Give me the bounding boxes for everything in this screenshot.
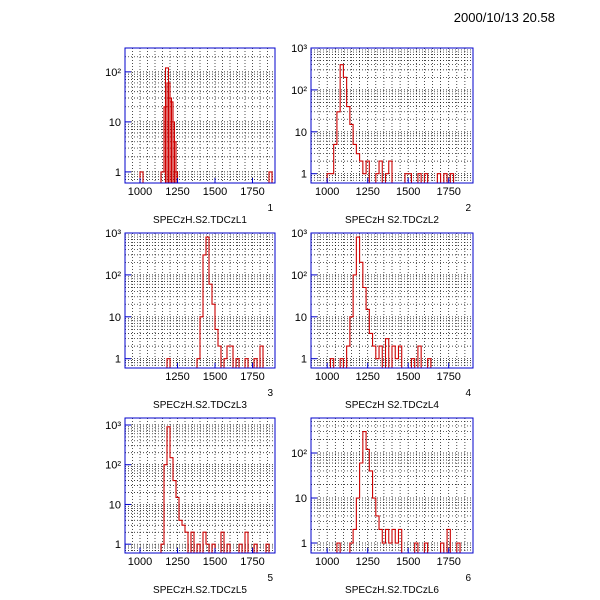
histogram-title: SPECzH.S2.TDCzL1 [153, 215, 247, 226]
histogram-pad-2: 1000 1250 1500 1750 1 10 10² 10³ 2 SPECzH S2.TDCz… [291, 43, 474, 226]
y-tick-label: 10³ [105, 420, 121, 432]
plot-frame [310, 47, 474, 184]
histogram-title: SPECzH S2.TDCzL2 [345, 215, 439, 226]
pad-number: 2 [465, 203, 471, 214]
y-tick-label: 1 [301, 538, 307, 550]
y-tick-label: 10² [291, 85, 307, 97]
pad-number: 6 [465, 573, 471, 584]
histogram-title: SPECzH.S2.TDCzL3 [153, 400, 247, 411]
y-tick-label: 10³ [105, 228, 121, 240]
x-tick-label: 1750 [240, 186, 264, 198]
y-tick-label: 1 [115, 354, 121, 366]
y-tick-label: 10 [109, 499, 121, 511]
x-tick-label: 1250 [165, 186, 189, 198]
x-tick-label: 1000 [315, 186, 339, 198]
y-tick-label: 10 [295, 493, 307, 505]
histogram-series [139, 67, 273, 183]
y-tick-label: 10² [291, 270, 307, 282]
plot-frame [124, 47, 276, 184]
x-tick-label: 1500 [203, 186, 227, 198]
y-tick-label: 10 [295, 312, 307, 324]
y-tick-label: 10² [105, 460, 121, 472]
x-tick-label: 1500 [203, 556, 227, 568]
histogram-pad-6: 1000 1250 1500 1750 1 10 10² 6 SPECzH.S2.TDCzL6 [291, 417, 474, 596]
x-tick-label: 1000 [315, 371, 339, 383]
timestamp: 2000/10/13 20.58 [454, 10, 555, 25]
plot-frame [310, 417, 474, 554]
y-tick-label: 1 [115, 539, 121, 551]
y-tick-label: 10² [291, 448, 307, 460]
histogram-series [166, 236, 264, 368]
x-tick-label: 1250 [165, 556, 189, 568]
histogram-title: SPECzH S2.TDCzL4 [345, 400, 439, 411]
y-tick-label: 1 [115, 167, 121, 179]
pad-number: 5 [267, 573, 273, 584]
y-tick-label: 10³ [291, 43, 307, 55]
plot-frame [124, 232, 276, 369]
x-tick-label: 1500 [396, 371, 420, 383]
x-tick-label: 1750 [436, 371, 460, 383]
histogram-series [329, 236, 432, 368]
pad-number: 4 [465, 388, 471, 399]
y-tick-label: 10 [109, 312, 121, 324]
x-tick-label: 1250 [165, 371, 189, 383]
y-tick-label: 10² [105, 67, 121, 79]
x-tick-label: 1750 [240, 556, 264, 568]
histogram-series [326, 64, 455, 183]
x-tick-label: 1000 [315, 556, 339, 568]
x-tick-label: 1750 [240, 371, 264, 383]
y-tick-label: 1 [301, 354, 307, 366]
histogram-series [336, 431, 461, 553]
y-tick-label: 10 [109, 117, 121, 129]
pad-number: 1 [267, 203, 273, 214]
x-tick-label: 1000 [128, 556, 152, 568]
histogram-title: SPECzH.S2.TDCzL6 [345, 585, 439, 596]
histogram-pad-3: 1250 1500 1750 1 10 10² 10³ 3 SPECzH.S2.TDCzL3 [105, 228, 276, 411]
x-tick-label: 1750 [436, 556, 460, 568]
histogram-series [160, 426, 270, 553]
x-tick-label: 1500 [203, 371, 227, 383]
x-tick-label: 1250 [355, 556, 379, 568]
x-tick-label: 1750 [436, 186, 460, 198]
histogram-pad-5: 1000 1250 1500 1750 1 10 10² 10³ 5 SPECzH.S2.TDCz… [105, 417, 276, 596]
x-tick-label: 1250 [355, 371, 379, 383]
x-tick-label: 1500 [396, 556, 420, 568]
y-tick-label: 1 [301, 169, 307, 181]
pad-number: 3 [267, 388, 273, 399]
x-tick-label: 1000 [128, 186, 152, 198]
y-tick-label: 10² [105, 270, 121, 282]
plot-frame [124, 417, 276, 554]
y-tick-label: 10 [295, 127, 307, 139]
plot-frame [310, 232, 474, 369]
histogram-pad-4: 1000 1250 1500 1750 1 10 10² 10³ 4 SPECzH S2.TDCz… [291, 228, 474, 411]
x-tick-label: 1250 [355, 186, 379, 198]
y-tick-label: 10³ [291, 228, 307, 240]
x-tick-label: 1500 [396, 186, 420, 198]
histogram-title: SPECzH.S2.TDCzL5 [153, 585, 247, 596]
